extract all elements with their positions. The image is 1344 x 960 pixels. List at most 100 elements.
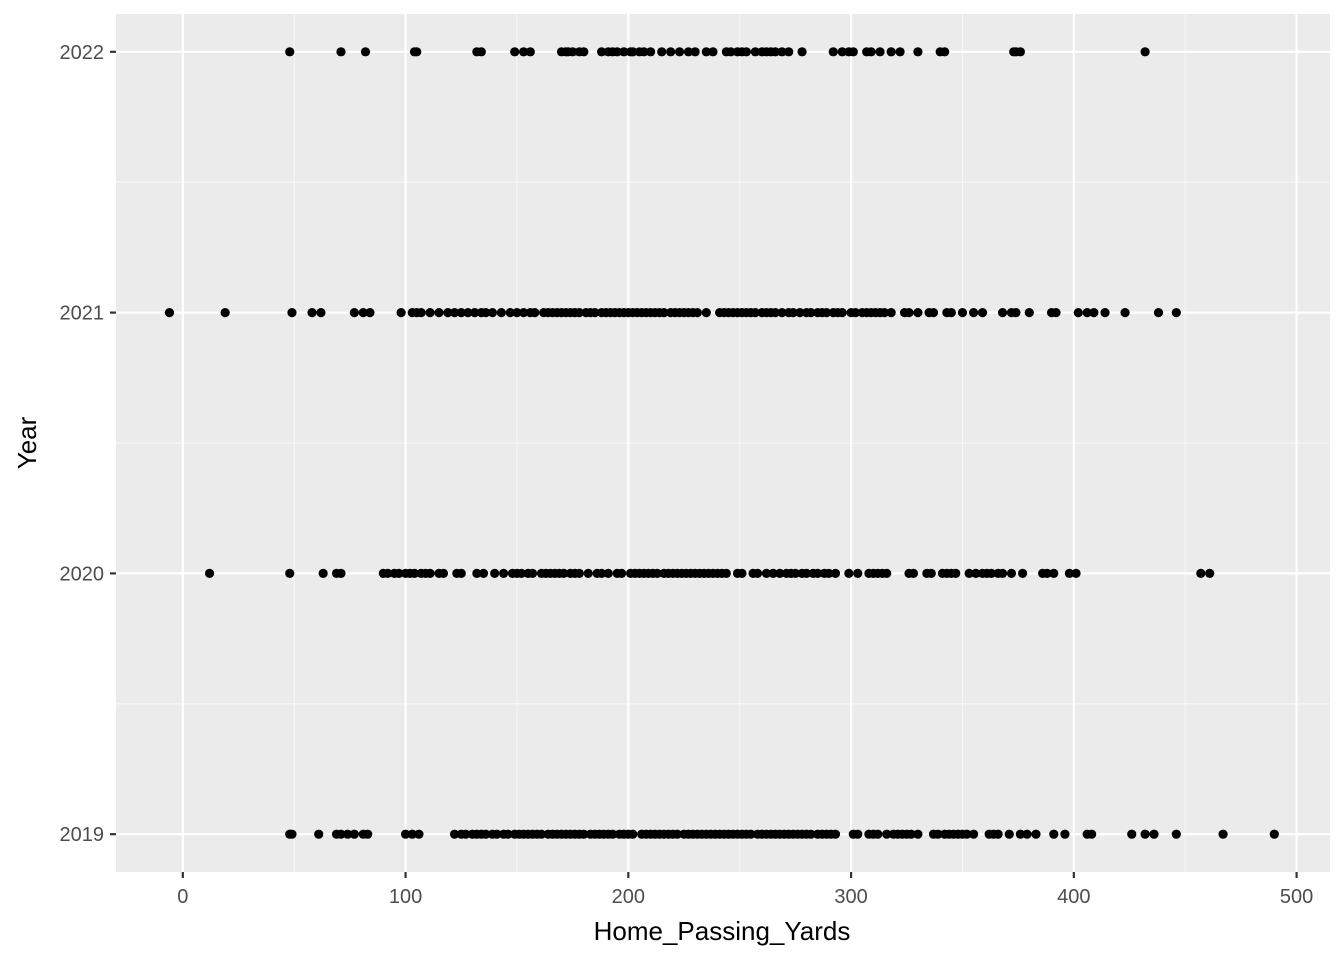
- data-point: [164, 308, 175, 318]
- data-point: [882, 829, 892, 839]
- data-point: [559, 568, 569, 578]
- data-point: [579, 47, 589, 57]
- data-point: [525, 47, 535, 57]
- data-point: [1049, 829, 1059, 839]
- data-point: [574, 308, 584, 318]
- data-point: [986, 568, 997, 578]
- data-point: [287, 829, 297, 839]
- data-point: [1049, 568, 1059, 578]
- data-point: [830, 829, 841, 839]
- data-point: [608, 829, 618, 839]
- data-point: [1015, 47, 1025, 57]
- data-point: [579, 829, 589, 839]
- data-point: [746, 829, 756, 839]
- data-point: [412, 47, 422, 57]
- data-point: [597, 47, 607, 57]
- data-point: [813, 568, 823, 578]
- data-point: [853, 568, 863, 578]
- data-point: [1127, 829, 1137, 839]
- data-point: [784, 47, 794, 57]
- data-point: [726, 47, 736, 57]
- data-point: [801, 568, 812, 578]
- data-point: [652, 568, 662, 578]
- data-point: [777, 308, 787, 318]
- data-point: [666, 47, 676, 57]
- data-point: [768, 568, 778, 578]
- data-point: [519, 308, 529, 318]
- data-point: [349, 829, 359, 839]
- data-point: [797, 47, 807, 57]
- data-point: [886, 308, 896, 318]
- data-point: [913, 308, 923, 318]
- data-point: [639, 47, 649, 57]
- data-point: [866, 47, 876, 57]
- data-point: [1015, 829, 1025, 839]
- data-point: [1171, 308, 1181, 318]
- data-point: [314, 829, 324, 839]
- data-point: [443, 308, 453, 318]
- data-point: [1218, 829, 1228, 839]
- data-point: [336, 568, 346, 578]
- data-point: [285, 568, 295, 578]
- data-point: [1042, 568, 1052, 578]
- data-point: [438, 568, 449, 578]
- data-point: [752, 568, 763, 578]
- data-point: [470, 308, 480, 318]
- data-point: [790, 568, 800, 578]
- data-point: [527, 568, 538, 578]
- data-point: [394, 568, 404, 578]
- data-point: [476, 47, 486, 57]
- data-point: [962, 829, 972, 839]
- data-point: [536, 829, 547, 839]
- x-tick-label: 500: [1280, 886, 1313, 908]
- data-point: [1269, 829, 1279, 839]
- data-point: [481, 829, 491, 839]
- data-point: [285, 47, 295, 57]
- x-axis-ticks: 0 100 200 300 400 500: [177, 872, 1313, 908]
- data-point: [1082, 308, 1092, 318]
- data-point: [204, 568, 215, 578]
- data-point: [913, 47, 923, 57]
- data-points: [164, 47, 1279, 839]
- data-point: [487, 308, 498, 318]
- data-point: [597, 568, 607, 578]
- data-point: [977, 308, 988, 318]
- data-point: [844, 568, 854, 578]
- data-point: [913, 829, 923, 839]
- y-axis-ticks: 2019 2020 2021 2022: [60, 42, 116, 846]
- data-point: [928, 308, 939, 318]
- data-point: [603, 568, 613, 578]
- data-point: [461, 829, 471, 839]
- data-point: [1064, 568, 1074, 578]
- data-point: [1149, 829, 1159, 839]
- data-point: [336, 47, 346, 57]
- data-point: [463, 308, 473, 318]
- data-point: [993, 829, 1003, 839]
- data-point: [1071, 568, 1081, 578]
- data-point: [879, 308, 890, 318]
- data-point: [472, 568, 482, 578]
- data-point: [964, 568, 974, 578]
- data-point: [425, 568, 435, 578]
- data-point: [1051, 308, 1061, 318]
- data-point: [1011, 308, 1021, 318]
- data-point: [1004, 829, 1014, 839]
- data-point: [674, 47, 685, 57]
- data-point: [971, 568, 981, 578]
- data-point: [1089, 308, 1099, 318]
- data-point: [316, 308, 326, 318]
- data-point: [318, 568, 328, 578]
- data-point: [456, 568, 466, 578]
- data-point: [407, 829, 417, 839]
- data-point: [1018, 568, 1028, 578]
- data-point: [737, 568, 747, 578]
- data-point: [886, 47, 896, 57]
- data-point: [360, 47, 371, 57]
- data-point: [895, 47, 905, 57]
- data-point: [882, 568, 892, 578]
- data-point: [383, 568, 393, 578]
- data-point: [349, 308, 359, 318]
- data-point: [449, 308, 460, 318]
- data-point: [853, 829, 863, 839]
- data-point: [519, 47, 529, 57]
